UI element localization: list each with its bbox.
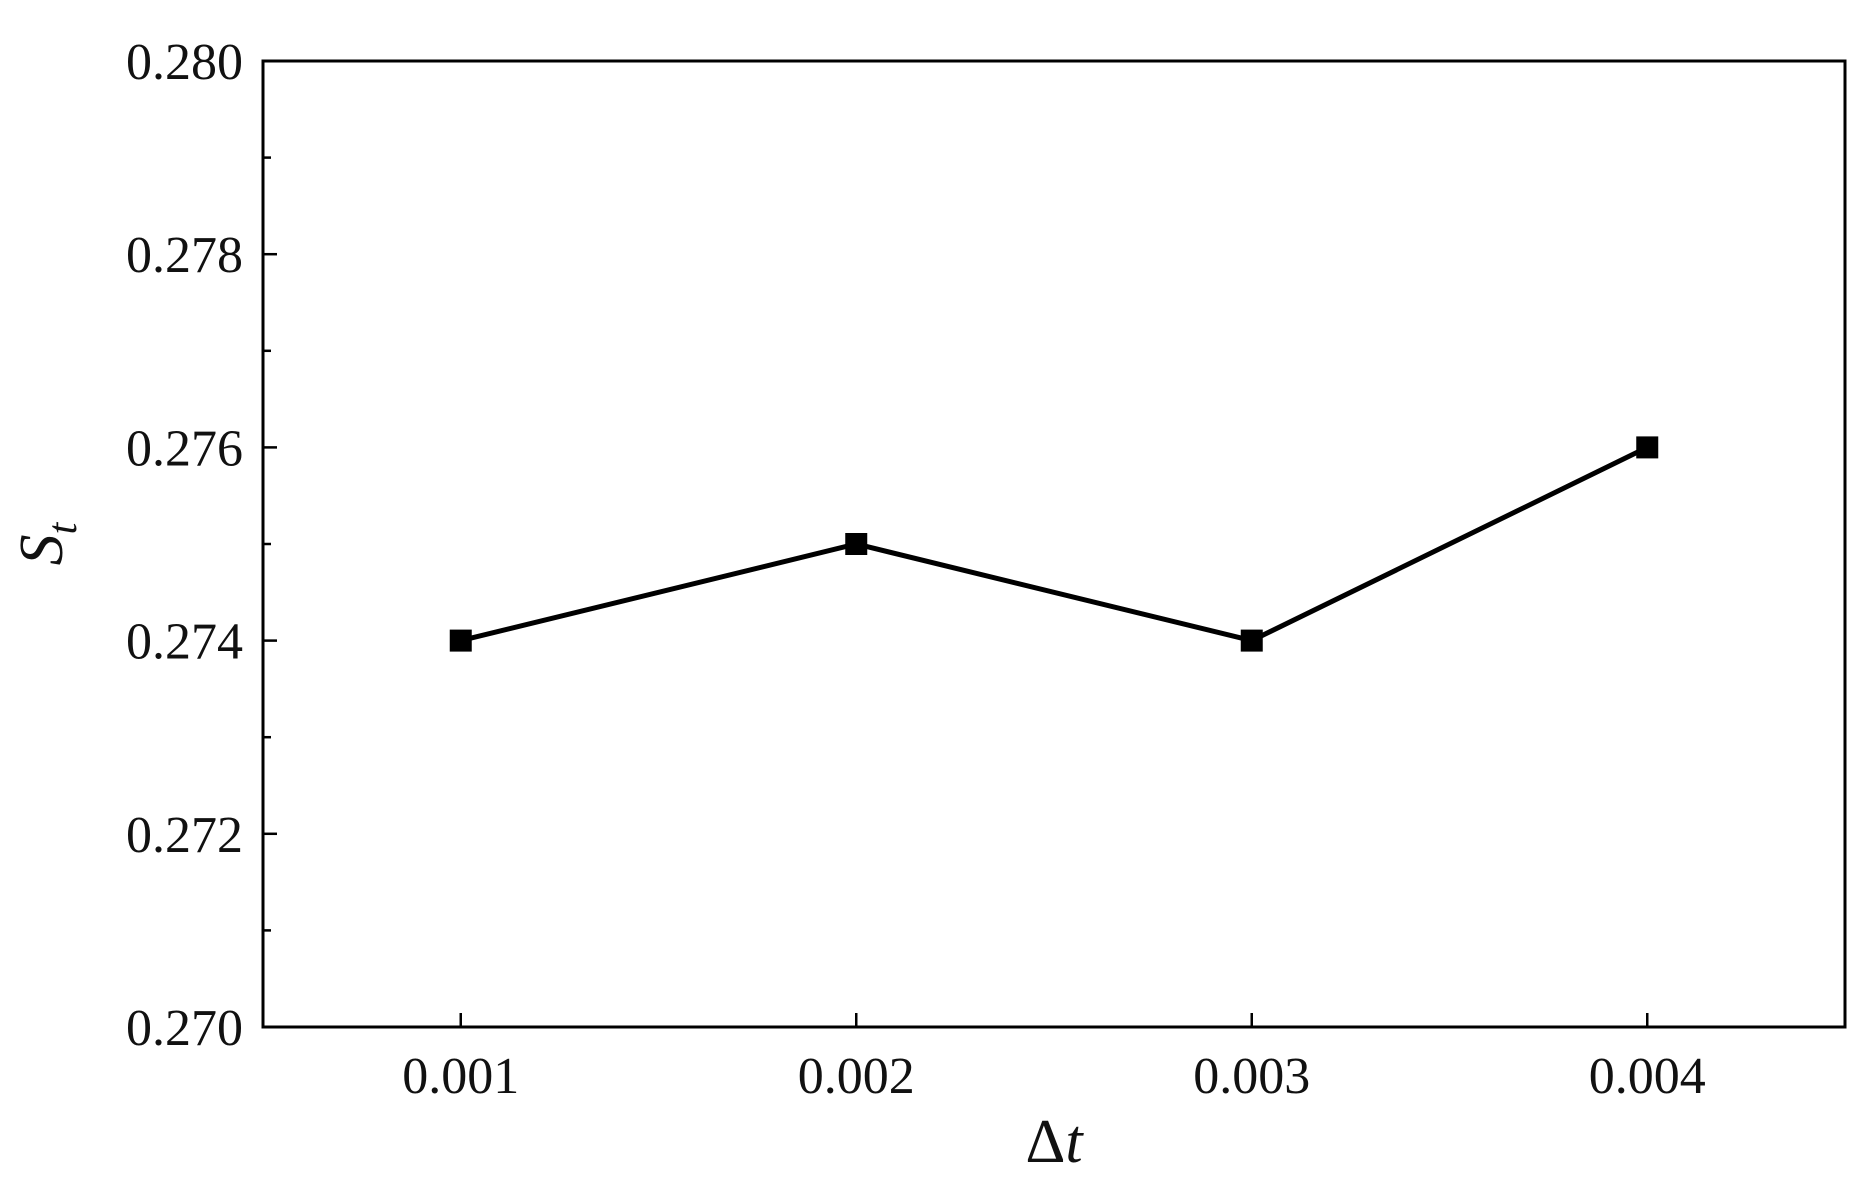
y-tick-label: 0.278 — [126, 227, 243, 284]
x-axis: 0.001 0.002 0.003 0.004 — [402, 1013, 1706, 1105]
y-axis: 0.270 0.272 0.274 0.276 0.278 0.280 — [126, 34, 277, 1057]
data-point — [1636, 436, 1659, 459]
series-line — [460, 445, 1649, 644]
y-axis-title: St — [8, 521, 86, 565]
data-point — [1240, 629, 1263, 652]
x-tick-label: 0.001 — [402, 1048, 519, 1105]
plot-frame — [261, 59, 1847, 1029]
y-tick-label: 0.272 — [126, 807, 243, 864]
y-tick-label: 0.274 — [126, 614, 243, 671]
series-layer — [449, 436, 1659, 652]
y-tick-label: 0.280 — [126, 34, 243, 91]
y-tick-label: 0.270 — [126, 1000, 243, 1057]
data-point — [449, 629, 472, 652]
x-tick-label: 0.003 — [1193, 1048, 1310, 1105]
x-axis-title: Δt — [1025, 1108, 1084, 1176]
data-point — [845, 533, 868, 555]
x-tick-label: 0.004 — [1589, 1048, 1706, 1105]
x-tick-label: 0.002 — [798, 1048, 915, 1105]
y-tick-label: 0.276 — [126, 420, 243, 477]
